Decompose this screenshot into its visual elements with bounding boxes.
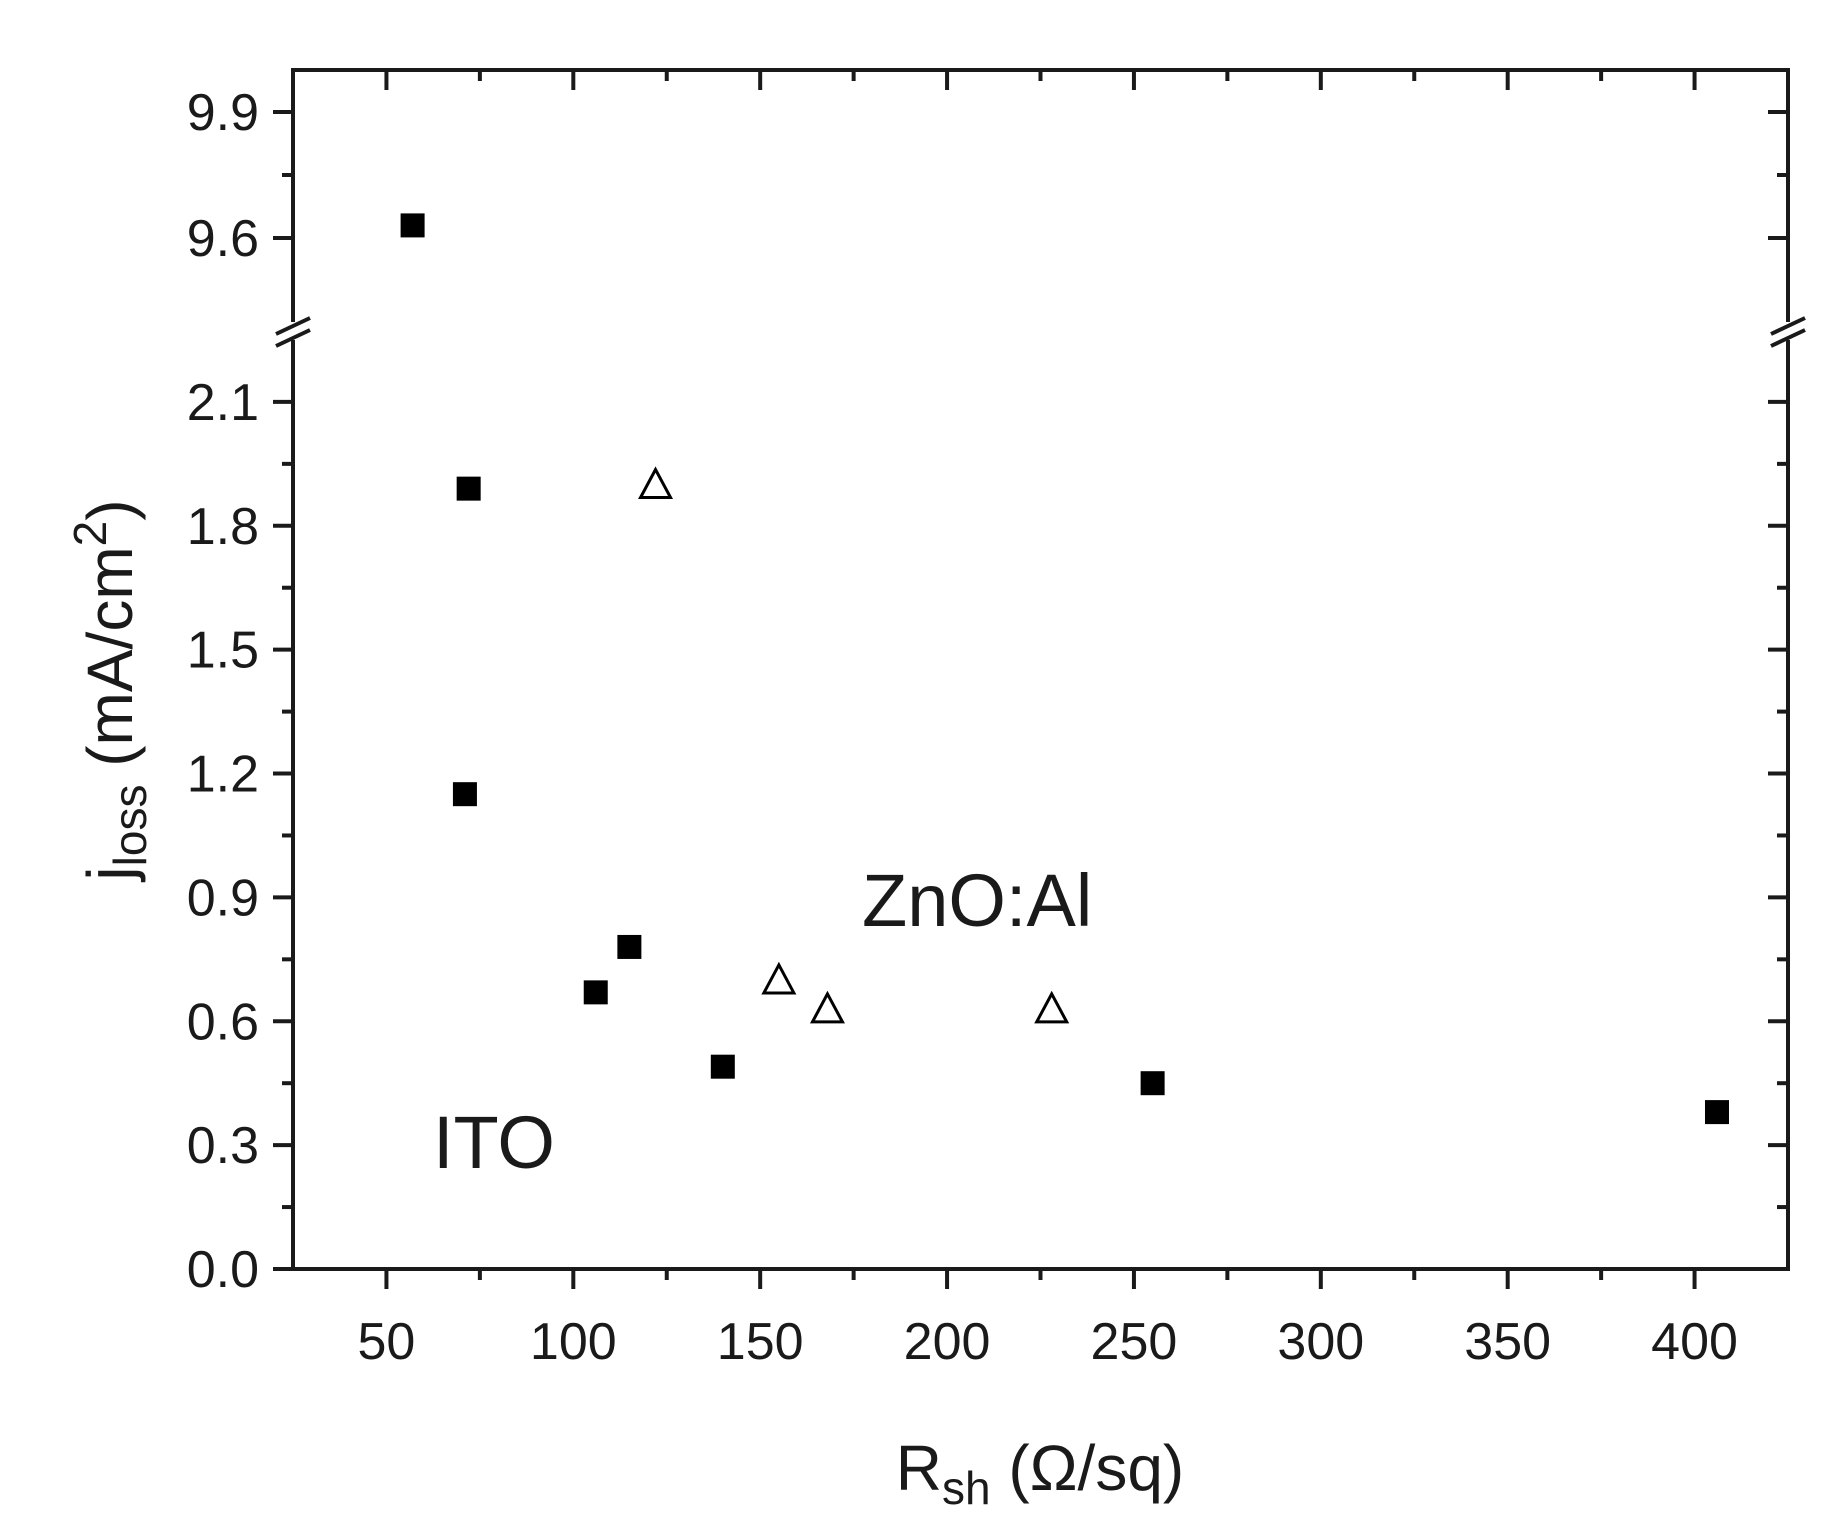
x-tick-label: 150 <box>717 1313 804 1371</box>
x-axis-title: Rsh (Ω/sq) <box>896 1432 1184 1514</box>
x-axis-title-sub: sh <box>942 1462 991 1514</box>
axis-break-right <box>1770 316 1806 348</box>
zno-al-point <box>638 466 674 500</box>
ito-point <box>583 980 608 1005</box>
ito-point <box>1140 1071 1165 1096</box>
y-tick-label: 1.8 <box>187 498 259 556</box>
x-tick-label: 350 <box>1464 1313 1551 1371</box>
ito-point <box>456 476 481 501</box>
ito-point <box>617 934 642 959</box>
zno-al-point <box>1034 990 1070 1024</box>
axis-ticks <box>273 70 1788 1289</box>
axis-break-left <box>275 316 311 348</box>
annotation-ito: ITO <box>433 1101 555 1184</box>
plot-frame <box>275 68 1806 1271</box>
data-markers <box>400 213 1729 1125</box>
y-axis-title-unit: (mA/cm <box>74 546 146 784</box>
y-tick-label: 0.0 <box>187 1241 259 1299</box>
y-tick-label: 0.6 <box>187 993 259 1051</box>
x-tick-label: 400 <box>1651 1313 1738 1371</box>
x-tick-label: 100 <box>530 1313 617 1371</box>
ito-point <box>452 782 477 807</box>
tick-labels: 50 100 150 200 250 300 350 400 0.0 0.3 0.6 0.9 1.2 1.… <box>187 84 1738 1371</box>
x-tick-label: 250 <box>1091 1313 1178 1371</box>
y-tick-label: 9.9 <box>187 84 259 142</box>
ito-point <box>400 213 425 238</box>
zno-al-point <box>809 990 845 1024</box>
zno-al-point <box>761 961 797 995</box>
x-tick-label: 200 <box>904 1313 991 1371</box>
y-axis-title-sup: 2 <box>64 521 116 547</box>
y-axis-title-main: j <box>74 866 146 882</box>
x-tick-label: 300 <box>1277 1313 1364 1371</box>
y-tick-label: 1.5 <box>187 622 259 680</box>
ito-point <box>710 1054 735 1079</box>
y-tick-label: 9.6 <box>187 210 259 268</box>
y-axis-title-close: ) <box>74 499 146 520</box>
x-tick-label: 50 <box>358 1313 416 1371</box>
ito-point <box>1704 1100 1729 1125</box>
x-axis-title-main: R <box>896 1432 942 1504</box>
x-axis-title-unit: (Ω/sq) <box>991 1432 1185 1504</box>
annotation-zno: ZnO:Al <box>862 859 1092 942</box>
y-axis-title: jloss (mA/cm2) <box>64 499 156 882</box>
y-tick-label: 2.1 <box>187 374 259 432</box>
y-tick-label: 0.3 <box>187 1117 259 1175</box>
y-tick-label: 0.9 <box>187 869 259 927</box>
y-tick-label: 1.2 <box>187 746 259 804</box>
y-axis-title-sub: loss <box>104 785 156 867</box>
